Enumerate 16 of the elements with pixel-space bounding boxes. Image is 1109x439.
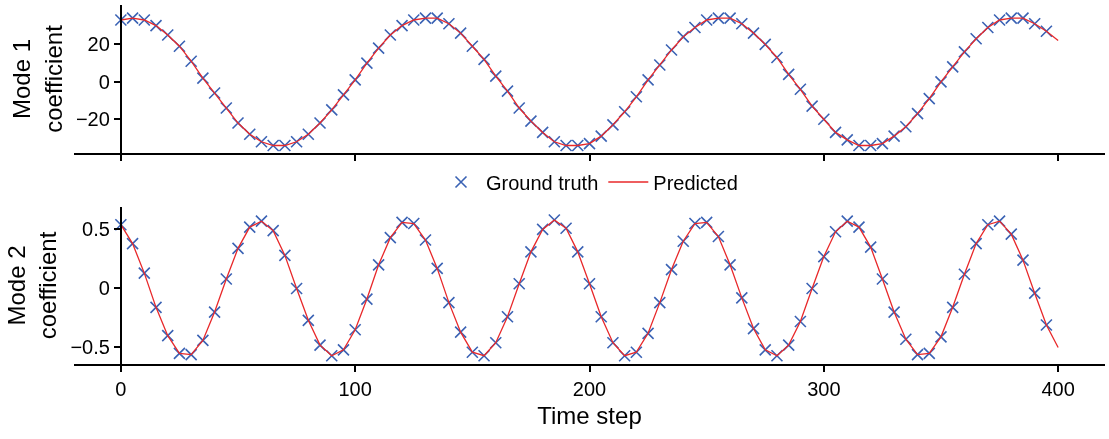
y-tick-label: 0 bbox=[98, 277, 110, 300]
y-tick-label: −0.5 bbox=[70, 336, 110, 359]
x-tick-label: 100 bbox=[338, 378, 372, 400]
y-tick-label: −20 bbox=[75, 108, 110, 131]
x-tick-label: 400 bbox=[1041, 378, 1075, 400]
y-axis-title: Mode 2 coefficient bbox=[2, 231, 61, 340]
legend-label: Predicted bbox=[653, 171, 738, 194]
y-axis-title: Mode 1 coefficient bbox=[8, 24, 67, 133]
y-tick-label: 20 bbox=[87, 33, 110, 56]
x-tick-label: 300 bbox=[807, 378, 841, 400]
x-axis-title: Time step bbox=[537, 401, 642, 429]
y-tick-label: 0 bbox=[98, 70, 110, 93]
x-tick-label: 0 bbox=[115, 378, 127, 400]
legend-label: Ground truth bbox=[486, 171, 599, 194]
x-tick-label: 200 bbox=[572, 378, 607, 400]
y-tick-label: 0.5 bbox=[82, 218, 110, 241]
